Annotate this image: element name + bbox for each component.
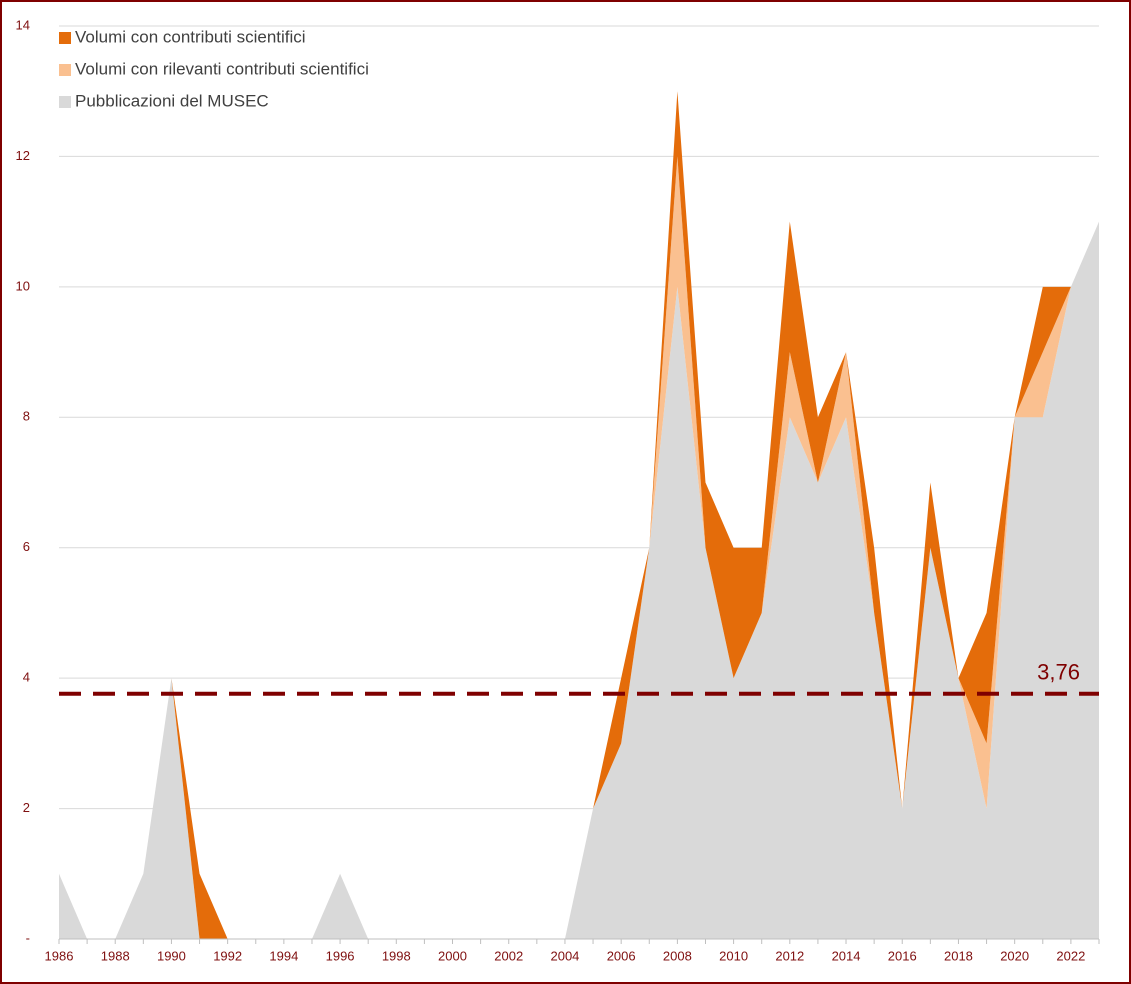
legend-swatch	[59, 32, 71, 44]
y-tick-label: -	[26, 930, 30, 945]
x-tick-label: 2020	[1000, 948, 1029, 963]
y-tick-label: 2	[23, 800, 30, 815]
x-tick-label: 1994	[269, 948, 298, 963]
x-tick-label: 2012	[775, 948, 804, 963]
x-tick-label: 1998	[382, 948, 411, 963]
y-tick-label: 12	[16, 148, 30, 163]
x-tick-label: 2006	[607, 948, 636, 963]
legend-label: Volumi con rilevanti contributi scientif…	[75, 59, 369, 78]
area	[59, 221, 1099, 940]
x-tick-label: 2008	[663, 948, 692, 963]
y-tick-label: 10	[16, 278, 30, 293]
x-tick-label: 1988	[101, 948, 130, 963]
x-tick-label: 2014	[832, 948, 861, 963]
legend-swatch	[59, 96, 71, 108]
x-tick-label: 2022	[1056, 948, 1085, 963]
y-tick-label: 14	[16, 17, 30, 32]
y-tick-label: 4	[23, 670, 30, 685]
x-tick-label: 2010	[719, 948, 748, 963]
x-tick-label: 2018	[944, 948, 973, 963]
x-tick-label: 1990	[157, 948, 186, 963]
x-tick-label: 1992	[213, 948, 242, 963]
reference-label: 3,76	[1037, 660, 1080, 685]
x-tick-label: 2002	[494, 948, 523, 963]
x-tick-label: 2004	[550, 948, 579, 963]
x-tick-label: 2000	[438, 948, 467, 963]
legend-label: Pubblicazioni del MUSEC	[75, 91, 269, 110]
legend-label: Volumi con contributi scientifici	[75, 27, 306, 46]
x-tick-label: 1986	[45, 948, 74, 963]
x-tick-label: 2016	[888, 948, 917, 963]
x-tick-label: 1996	[326, 948, 355, 963]
y-tick-label: 6	[23, 539, 30, 554]
legend-swatch	[59, 64, 71, 76]
y-tick-label: 8	[23, 409, 30, 424]
